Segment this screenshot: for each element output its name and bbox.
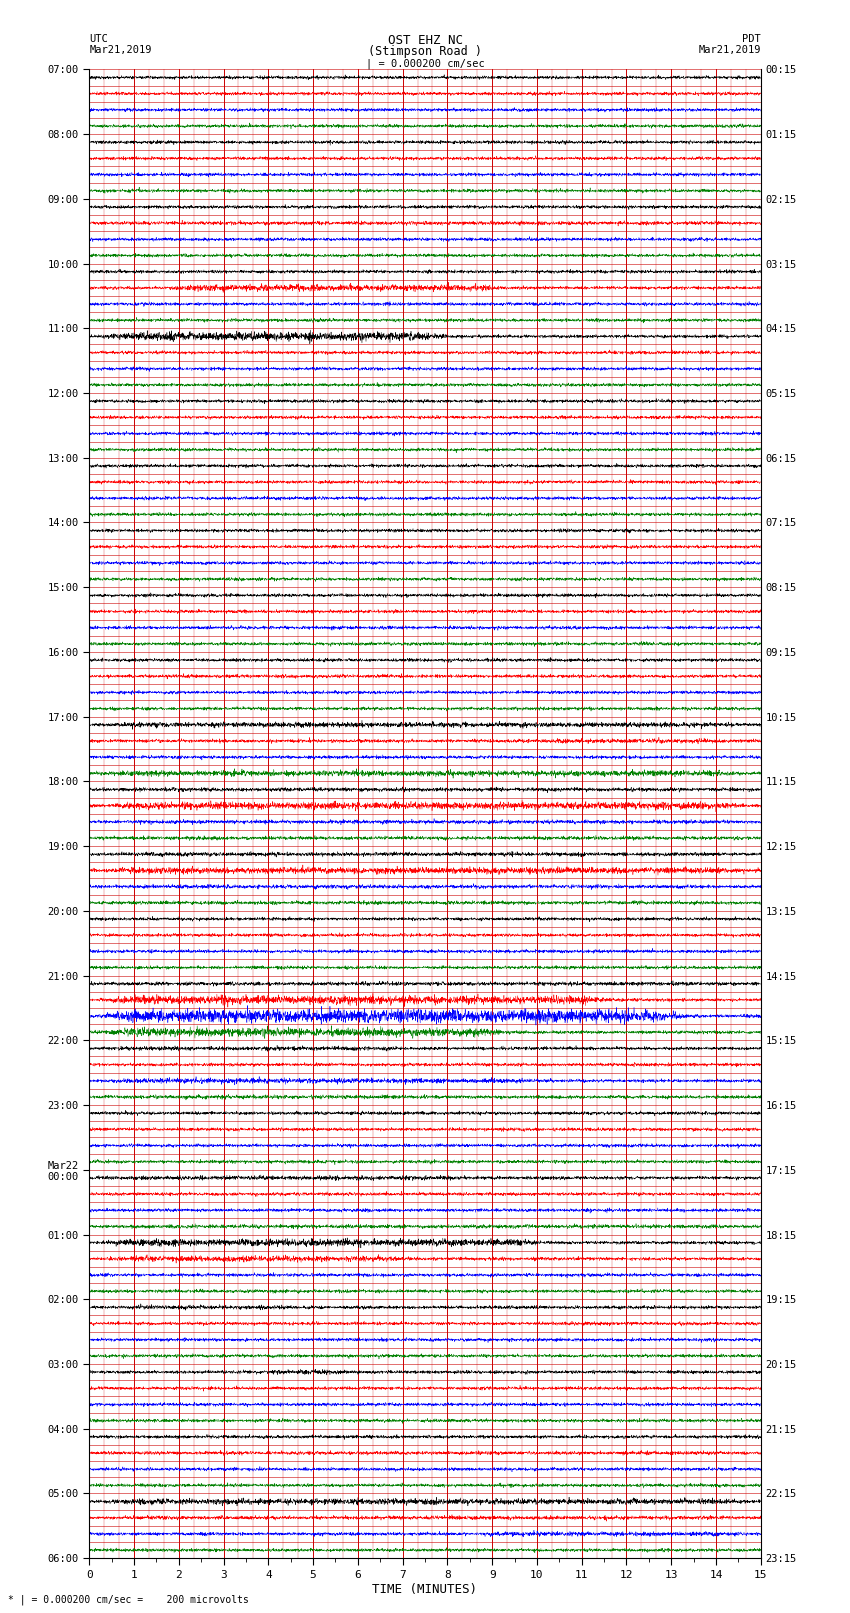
X-axis label: TIME (MINUTES): TIME (MINUTES) bbox=[372, 1582, 478, 1595]
Text: (Stimpson Road ): (Stimpson Road ) bbox=[368, 45, 482, 58]
Text: Mar21,2019: Mar21,2019 bbox=[698, 45, 761, 55]
Text: | = 0.000200 cm/sec: | = 0.000200 cm/sec bbox=[366, 58, 484, 69]
Text: * | = 0.000200 cm/sec =    200 microvolts: * | = 0.000200 cm/sec = 200 microvolts bbox=[8, 1594, 249, 1605]
Text: UTC: UTC bbox=[89, 34, 108, 44]
Text: OST EHZ NC: OST EHZ NC bbox=[388, 34, 462, 47]
Text: PDT: PDT bbox=[742, 34, 761, 44]
Text: Mar21,2019: Mar21,2019 bbox=[89, 45, 152, 55]
